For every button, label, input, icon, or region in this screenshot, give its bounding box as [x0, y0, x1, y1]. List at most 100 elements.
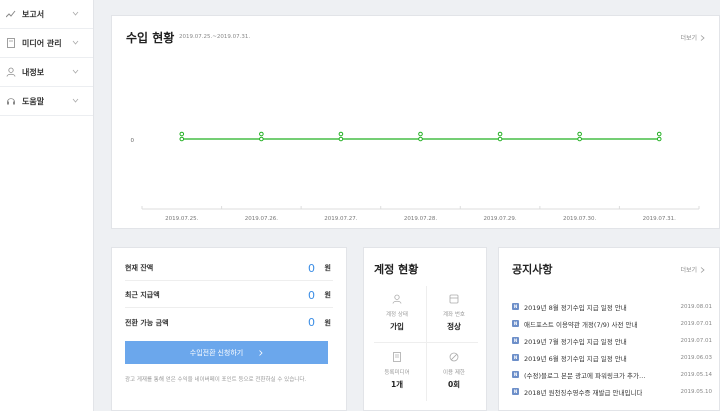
data-point: [656, 136, 662, 142]
list-item[interactable]: N (수정)블로그 본문 광고에 파워링크가 추가… 2019.05.14: [512, 366, 712, 383]
notice-item-title: 2019년 7월 정기수입 지급 일정 안내: [524, 337, 627, 346]
revenue-more-link[interactable]: 더보기: [680, 33, 705, 42]
balance-card: 현재 잔액 0 원 최근 지급액 0 원 전환 가능 금액 0 원 수입전환 신…: [111, 247, 347, 411]
chevron-down-icon: [72, 98, 79, 103]
data-point: [418, 136, 423, 142]
sidebar: 보고서 미디어 관리 내정보 도움말: [0, 0, 94, 411]
account-title: 계정 현황: [374, 263, 419, 276]
date-range: 2019.07.25.~2019.07.31.: [179, 34, 251, 40]
chevron-down-icon: [72, 40, 79, 45]
sidebar-item-media[interactable]: 미디어 관리: [0, 29, 93, 58]
notice-list: N 2019년 8월 정기수입 지급 일정 안내 2019.08.01 N 애드…: [512, 298, 712, 400]
divider: [426, 286, 427, 401]
list-item[interactable]: N 애드포스트 이용약관 개정(7/9) 사전 안내 2019.07.01: [512, 315, 712, 332]
divider: [374, 342, 478, 343]
balance-amount: 0: [308, 316, 315, 329]
user-icon: [6, 67, 16, 77]
account-status-cell: 계정 상태 가입: [374, 294, 420, 332]
data-point: [497, 131, 503, 137]
account-card: 계정 현황 계정 상태 가입 계좌 번호 정상 등록미디어 1개 이용 제한 0…: [363, 247, 487, 411]
notice-more-link[interactable]: 더보기: [680, 265, 705, 274]
sidebar-item-label: 도움말: [22, 96, 45, 106]
balance-amount: 0: [308, 261, 315, 275]
notice-item-title: (수정)블로그 본문 광고에 파워링크가 추가…: [524, 371, 646, 380]
list-item[interactable]: N 2019년 6월 정기수입 지급 일정 안내 2019.06.03: [512, 349, 712, 366]
balance-note: 광고 게재를 통해 얻은 수익을 네이버페이 포인트 등으로 전환하실 수 있습…: [125, 377, 307, 383]
sidebar-item-label: 보고서: [22, 9, 45, 19]
headset-icon: [6, 96, 16, 106]
account-restriction-cell: 이용 제한 0회: [431, 352, 477, 390]
more-label: 더보기: [680, 35, 697, 42]
sidebar-item-label: 내정보: [22, 67, 45, 77]
account-cell-label: 등록미디어: [384, 370, 410, 376]
revenue-title: 수입 현황: [126, 31, 175, 45]
list-item[interactable]: N 2019년 8월 정기수입 지급 일정 안내 2019.08.01: [512, 298, 712, 315]
sidebar-item-myinfo[interactable]: 내정보: [0, 58, 93, 87]
data-point: [497, 136, 503, 142]
chevron-down-icon: [72, 69, 79, 74]
data-point: [179, 136, 185, 142]
x-tick-label: 2019.07.28.: [404, 216, 437, 222]
account-cell-value: 정상: [447, 322, 461, 331]
chevron-right-icon: [700, 34, 705, 41]
chevron-right-icon: [700, 266, 705, 273]
notice-item-date: 2019.06.03: [680, 354, 713, 361]
balance-unit: 원: [324, 291, 331, 299]
document-icon: [6, 38, 16, 48]
data-point: [338, 131, 344, 137]
data-point: [179, 131, 185, 137]
account-cell-value: 0회: [447, 380, 461, 389]
apply-conversion-button[interactable]: 수입전환 신청하기: [125, 341, 328, 364]
x-tick-label: 2019.07.29.: [483, 216, 516, 222]
user-icon: [392, 294, 402, 304]
x-tick-label: 2019.07.25.: [165, 216, 198, 222]
notice-item-date: 2019.08.01: [680, 303, 713, 310]
sidebar-item-help[interactable]: 도움말: [0, 87, 93, 116]
balance-label: 전환 가능 금액: [125, 318, 169, 327]
data-point: [418, 131, 423, 137]
more-label: 더보기: [680, 267, 697, 274]
notice-item-title: 애드포스트 이용약관 개정(7/9) 사전 안내: [524, 320, 638, 329]
balance-label: 최근 지급액: [125, 291, 160, 299]
data-point: [656, 131, 662, 137]
x-tick-label: 2019.07.26.: [245, 216, 278, 222]
notice-icon: N: [512, 303, 519, 310]
chevron-right-icon: [259, 349, 263, 356]
sidebar-item-report[interactable]: 보고서: [0, 0, 93, 29]
x-tick-label: 2019.07.30.: [563, 216, 596, 222]
notice-item-title: 2019년 8월 정기수입 지급 일정 안내: [524, 303, 627, 312]
data-point: [577, 131, 582, 137]
notice-item-date: 2019.07.01: [680, 320, 713, 327]
data-point: [259, 131, 264, 137]
balance-label: 현재 잔액: [125, 264, 154, 272]
chevron-down-icon: [72, 11, 79, 16]
notice-card: 공지사항 더보기 N 2019년 8월 정기수입 지급 일정 안내 2019.0…: [498, 247, 720, 411]
account-cell-label: 계좌 번호: [443, 312, 465, 318]
card-icon: [449, 294, 459, 304]
notice-item-title: 2019년 6월 정기수입 지급 일정 안내: [524, 354, 627, 363]
balance-row-current: 현재 잔액 0 원: [125, 256, 333, 281]
apply-button-label: 수입전환 신청하기: [189, 349, 244, 357]
notice-icon: N: [512, 337, 519, 344]
account-bank-cell: 계좌 번호 정상: [431, 294, 477, 332]
data-point: [259, 136, 264, 142]
account-cell-label: 이용 제한: [443, 370, 465, 376]
revenue-card: 수입 현황 2019.07.25.~2019.07.31. 더보기 0 2019.…: [111, 15, 720, 229]
x-tick-label: 2019.07.27.: [324, 216, 357, 222]
list-item[interactable]: N 2018년 원천징수영수증 재발급 안내입니다 2019.05.10: [512, 383, 712, 400]
account-cell-value: 가입: [390, 322, 404, 331]
balance-unit: 원: [324, 264, 331, 272]
revenue-chart: 0 2019.07.25. 2019.07.26. 2019.07.27. 2019.0…: [131, 131, 700, 222]
notice-item-date: 2019.05.14: [680, 371, 713, 378]
notice-icon: N: [512, 371, 519, 378]
prohibited-icon: [449, 352, 459, 362]
sidebar-item-label: 미디어 관리: [22, 38, 62, 48]
list-item[interactable]: N 2019년 7월 정기수입 지급 일정 안내 2019.07.01: [512, 332, 712, 349]
notice-item-title: 2018년 원천징수영수증 재발급 안내입니다: [524, 388, 643, 397]
notice-icon: N: [512, 388, 519, 395]
chart-trend-icon: [6, 9, 16, 19]
balance-row-convertible: 전환 가능 금액 0 원: [125, 310, 333, 335]
notice-title: 공지사항: [512, 263, 553, 276]
balance-amount: 0: [308, 288, 315, 302]
account-media-cell: 등록미디어 1개: [374, 352, 420, 390]
